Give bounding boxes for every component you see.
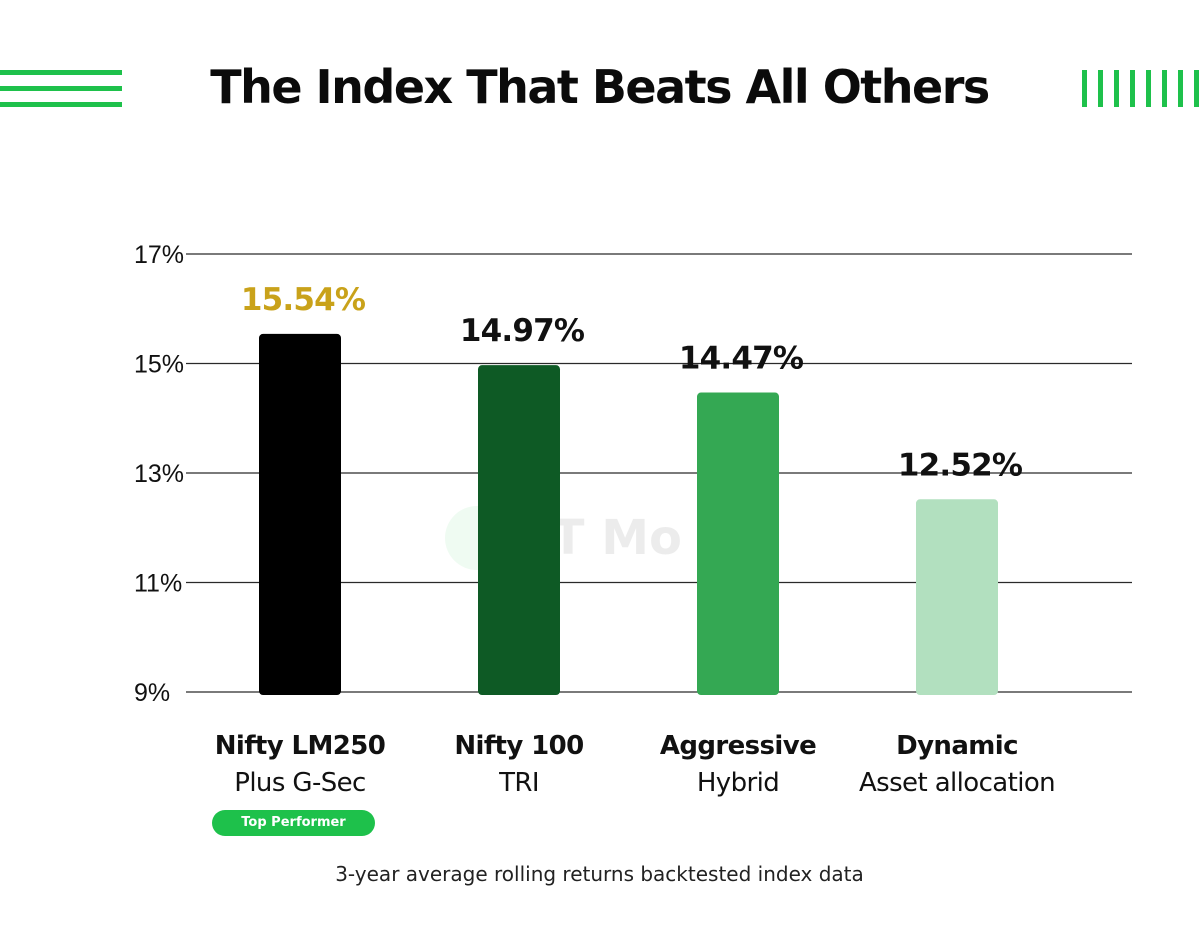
y-tick-label: 15% (134, 351, 184, 379)
top-performer-badge: Top Performer (212, 810, 375, 836)
chart-title: The Index That Beats All Others (210, 60, 990, 114)
chart-footnote: 3-year average rolling returns backteste… (335, 862, 864, 886)
category-sublabel: Asset allocation (859, 768, 1055, 798)
category-sublabel: TRI (498, 768, 539, 798)
data-label: 12.52% (898, 447, 1023, 483)
category-sublabel: Plus G-Sec (234, 768, 366, 798)
data-label: 15.54% (241, 282, 366, 318)
category-label: Nifty 100 (454, 731, 583, 761)
bar (259, 333, 341, 695)
y-tick-label: 17% (134, 241, 184, 269)
category-label: Dynamic (896, 731, 1018, 761)
decorative-stripes-left (0, 70, 122, 107)
y-tick-label: 13% (134, 460, 184, 488)
category-label: Nifty LM250 (215, 731, 386, 761)
category-sublabel: Hybrid (697, 768, 779, 798)
data-label: 14.47% (679, 341, 804, 377)
bar (916, 499, 998, 695)
decorative-stripes-right (1082, 70, 1199, 107)
category-label: Aggressive (660, 731, 816, 761)
y-tick-label: 9% (134, 679, 170, 707)
bar (697, 392, 779, 695)
y-tick-label: 11% (134, 570, 182, 598)
data-label: 14.97% (460, 313, 585, 349)
bar (478, 365, 560, 695)
